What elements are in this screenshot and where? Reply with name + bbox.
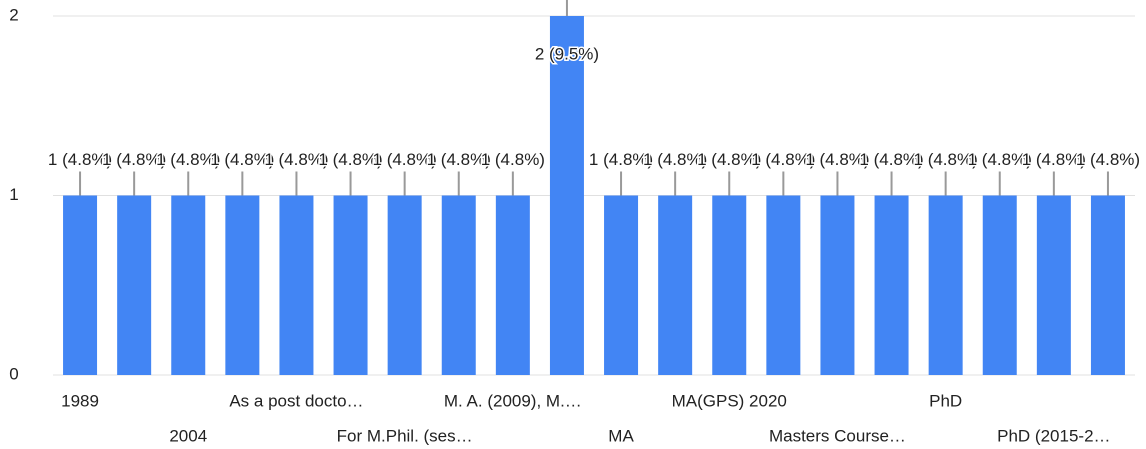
data-label: 1 (4.8%) (751, 150, 815, 169)
bar (928, 195, 963, 375)
data-label: 1 (4.8%) (210, 150, 274, 169)
bar (820, 195, 855, 375)
x-tick-label: MA (608, 426, 634, 445)
x-tick-label: As a post docto… (229, 391, 363, 410)
y-tick-label: 1 (9, 185, 18, 204)
bar (549, 16, 584, 375)
x-tick-label: M. A. (2009), M.… (444, 391, 582, 410)
x-tick-label: 1989 (61, 391, 99, 410)
bar (333, 195, 368, 375)
data-label: 1 (4.8%) (805, 150, 869, 169)
data-label: 1 (4.8%) (968, 150, 1032, 169)
x-tick-label: Masters Course… (769, 426, 906, 445)
bar (441, 195, 476, 375)
bar (495, 195, 530, 375)
data-label: 1 (4.8%) (48, 150, 112, 169)
bar (387, 195, 422, 375)
bar (874, 195, 909, 375)
data-label: 1 (4.8%) (914, 150, 978, 169)
data-label: 1 (4.8%) (318, 150, 382, 169)
data-label: 1 (4.8%) (373, 150, 437, 169)
bar (1036, 195, 1071, 375)
data-label: 1 (4.8%) (697, 150, 761, 169)
bar (712, 195, 747, 375)
bar (658, 195, 693, 375)
bar (63, 195, 98, 375)
data-label: 1 (4.8%) (156, 150, 220, 169)
bar (766, 195, 801, 375)
data-label: 1 (4.8%) (427, 150, 491, 169)
data-label: 1 (4.8%) (481, 150, 545, 169)
data-label: 2 (9.5%) (535, 44, 599, 63)
x-tick-label: 2004 (169, 426, 207, 445)
bar (171, 195, 206, 375)
x-tick-label: PhD (929, 391, 962, 410)
y-tick-label: 2 (9, 5, 18, 24)
x-tick-label: MA(GPS) 2020 (672, 391, 787, 410)
bar (982, 195, 1017, 375)
x-tick-label: PhD (2015-2… (997, 426, 1110, 445)
bar (604, 195, 639, 375)
data-label: 1 (4.8%) (264, 150, 328, 169)
data-label: 1 (4.8%) (102, 150, 166, 169)
bar (279, 195, 314, 375)
data-label: 1 (4.8%) (1022, 150, 1086, 169)
data-label: 1 (4.8%) (1076, 150, 1140, 169)
bar (117, 195, 152, 375)
bar (225, 195, 260, 375)
data-label: 1 (4.8%) (589, 150, 653, 169)
y-tick-label: 0 (9, 364, 18, 383)
bar (1090, 195, 1125, 375)
data-label: 1 (4.8%) (859, 150, 923, 169)
x-tick-label: For M.Phil. (ses… (337, 426, 473, 445)
data-label: 1 (4.8%) (643, 150, 707, 169)
